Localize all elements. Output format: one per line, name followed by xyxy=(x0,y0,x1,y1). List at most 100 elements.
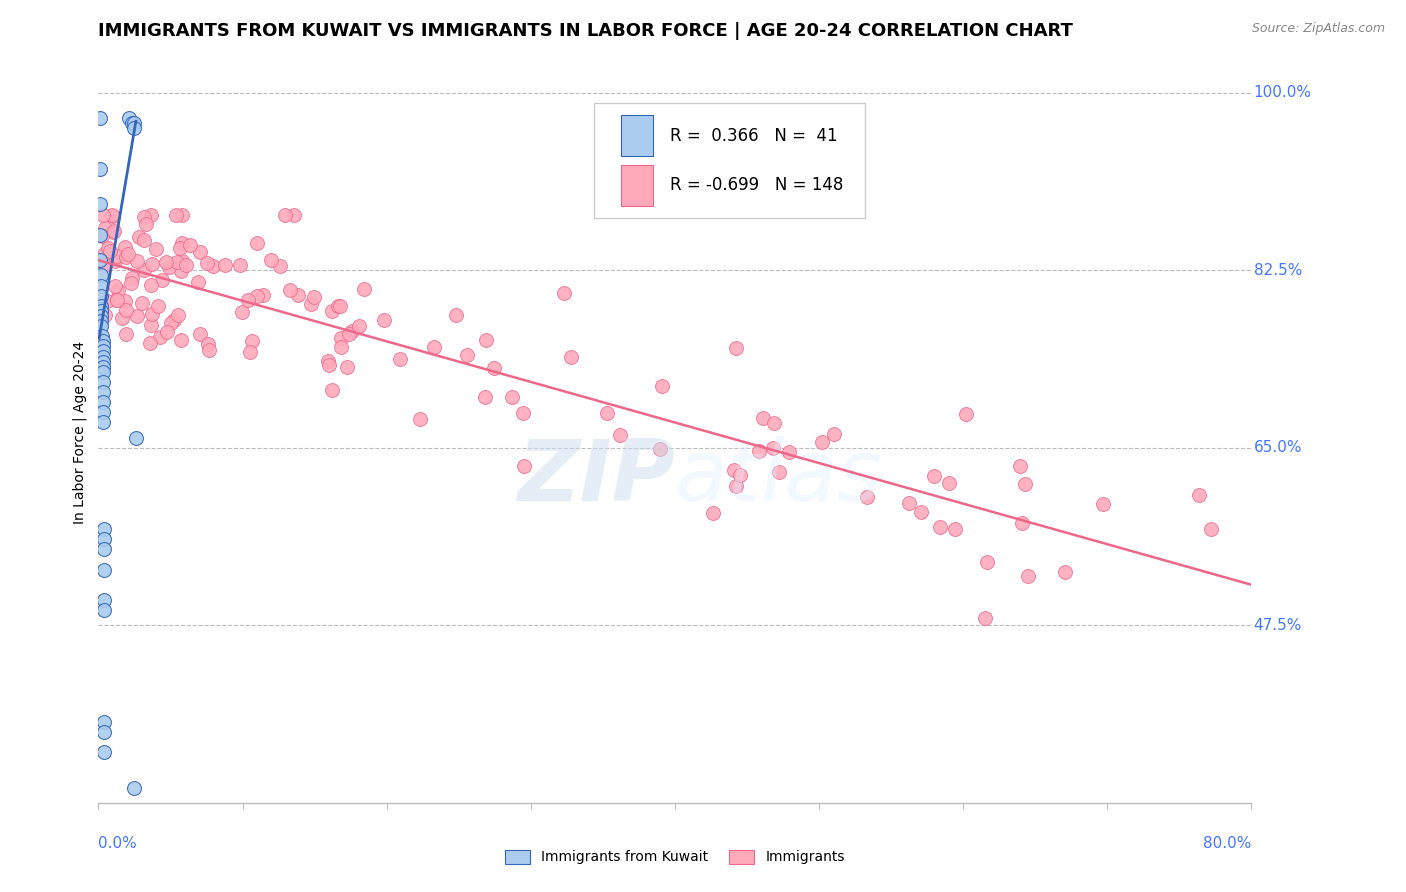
Point xyxy=(446,308,468,322)
Point xyxy=(922,469,945,483)
Point xyxy=(91,344,114,359)
Point xyxy=(124,780,146,795)
Point xyxy=(174,258,197,272)
Point xyxy=(456,348,478,362)
Point xyxy=(553,285,575,300)
FancyBboxPatch shape xyxy=(620,115,652,156)
Point xyxy=(157,260,180,275)
Point xyxy=(702,506,724,520)
Point xyxy=(111,310,134,325)
Point xyxy=(748,444,770,458)
Point xyxy=(91,395,114,409)
Point xyxy=(187,275,209,289)
Point xyxy=(141,307,163,321)
Point xyxy=(328,299,350,313)
Point xyxy=(246,289,269,303)
Point xyxy=(93,247,115,261)
Point xyxy=(283,208,305,222)
Point xyxy=(96,293,118,308)
Point xyxy=(910,505,932,519)
Point xyxy=(321,384,343,398)
Point xyxy=(723,463,745,477)
Point xyxy=(778,444,800,458)
Point xyxy=(91,359,114,374)
Point xyxy=(131,296,153,310)
Point xyxy=(823,427,845,442)
Point xyxy=(231,305,253,319)
Point xyxy=(166,255,188,269)
Point xyxy=(299,296,322,310)
Point xyxy=(501,390,523,404)
Point xyxy=(167,308,190,322)
Text: Source: ZipAtlas.com: Source: ZipAtlas.com xyxy=(1251,22,1385,36)
Point xyxy=(89,112,111,126)
Point xyxy=(595,406,617,420)
Point xyxy=(484,361,506,376)
Point xyxy=(373,313,395,327)
Point xyxy=(339,326,361,341)
Point xyxy=(195,256,218,270)
Point xyxy=(172,235,194,250)
Point xyxy=(347,319,370,334)
Point xyxy=(97,241,120,255)
Point xyxy=(118,112,141,126)
Point xyxy=(90,299,112,313)
Point xyxy=(104,279,127,293)
Text: 82.5%: 82.5% xyxy=(1254,263,1302,277)
Point xyxy=(91,385,114,400)
Point xyxy=(90,304,112,318)
Point xyxy=(172,208,194,222)
Point xyxy=(90,314,112,328)
Point xyxy=(134,263,156,277)
Point xyxy=(139,278,162,293)
Point xyxy=(107,283,129,297)
Point xyxy=(1017,568,1039,582)
Point xyxy=(90,309,112,323)
Point xyxy=(179,238,201,252)
Point xyxy=(139,208,162,222)
Point xyxy=(329,299,352,313)
Point xyxy=(273,208,295,222)
Point xyxy=(124,121,146,136)
Point xyxy=(252,288,274,302)
Point xyxy=(91,208,114,222)
Point xyxy=(104,253,127,268)
Text: IMMIGRANTS FROM KUWAIT VS IMMIGRANTS IN LABOR FORCE | AGE 20-24 CORRELATION CHAR: IMMIGRANTS FROM KUWAIT VS IMMIGRANTS IN … xyxy=(98,22,1073,40)
Point xyxy=(101,209,124,223)
Point xyxy=(929,520,952,534)
Point xyxy=(329,331,352,345)
Point xyxy=(1011,516,1033,530)
Point xyxy=(246,235,269,250)
Point xyxy=(768,466,790,480)
Point xyxy=(269,260,291,274)
Point xyxy=(91,416,114,430)
Point xyxy=(752,411,775,425)
Y-axis label: In Labor Force | Age 20-24: In Labor Force | Age 20-24 xyxy=(73,341,87,524)
Point xyxy=(938,475,960,490)
Point xyxy=(188,327,211,342)
Point xyxy=(280,283,302,297)
Point xyxy=(120,276,142,290)
Point xyxy=(512,405,534,419)
Point xyxy=(93,532,115,546)
Point xyxy=(228,258,250,272)
Point xyxy=(1199,523,1222,537)
Point xyxy=(474,333,496,347)
Point xyxy=(389,351,412,366)
Point xyxy=(150,272,173,286)
Point xyxy=(810,435,832,450)
Point xyxy=(93,714,115,729)
Point xyxy=(127,254,149,268)
Point xyxy=(236,293,259,307)
Point xyxy=(90,268,112,283)
Point xyxy=(159,316,181,330)
Text: 65.0%: 65.0% xyxy=(1254,441,1302,455)
Text: ZIP: ZIP xyxy=(517,435,675,518)
Text: 80.0%: 80.0% xyxy=(1204,836,1251,851)
Point xyxy=(423,340,446,354)
Point xyxy=(91,354,114,368)
Point xyxy=(91,334,114,349)
Point xyxy=(202,259,225,273)
Point xyxy=(1091,497,1114,511)
Point xyxy=(165,208,187,222)
